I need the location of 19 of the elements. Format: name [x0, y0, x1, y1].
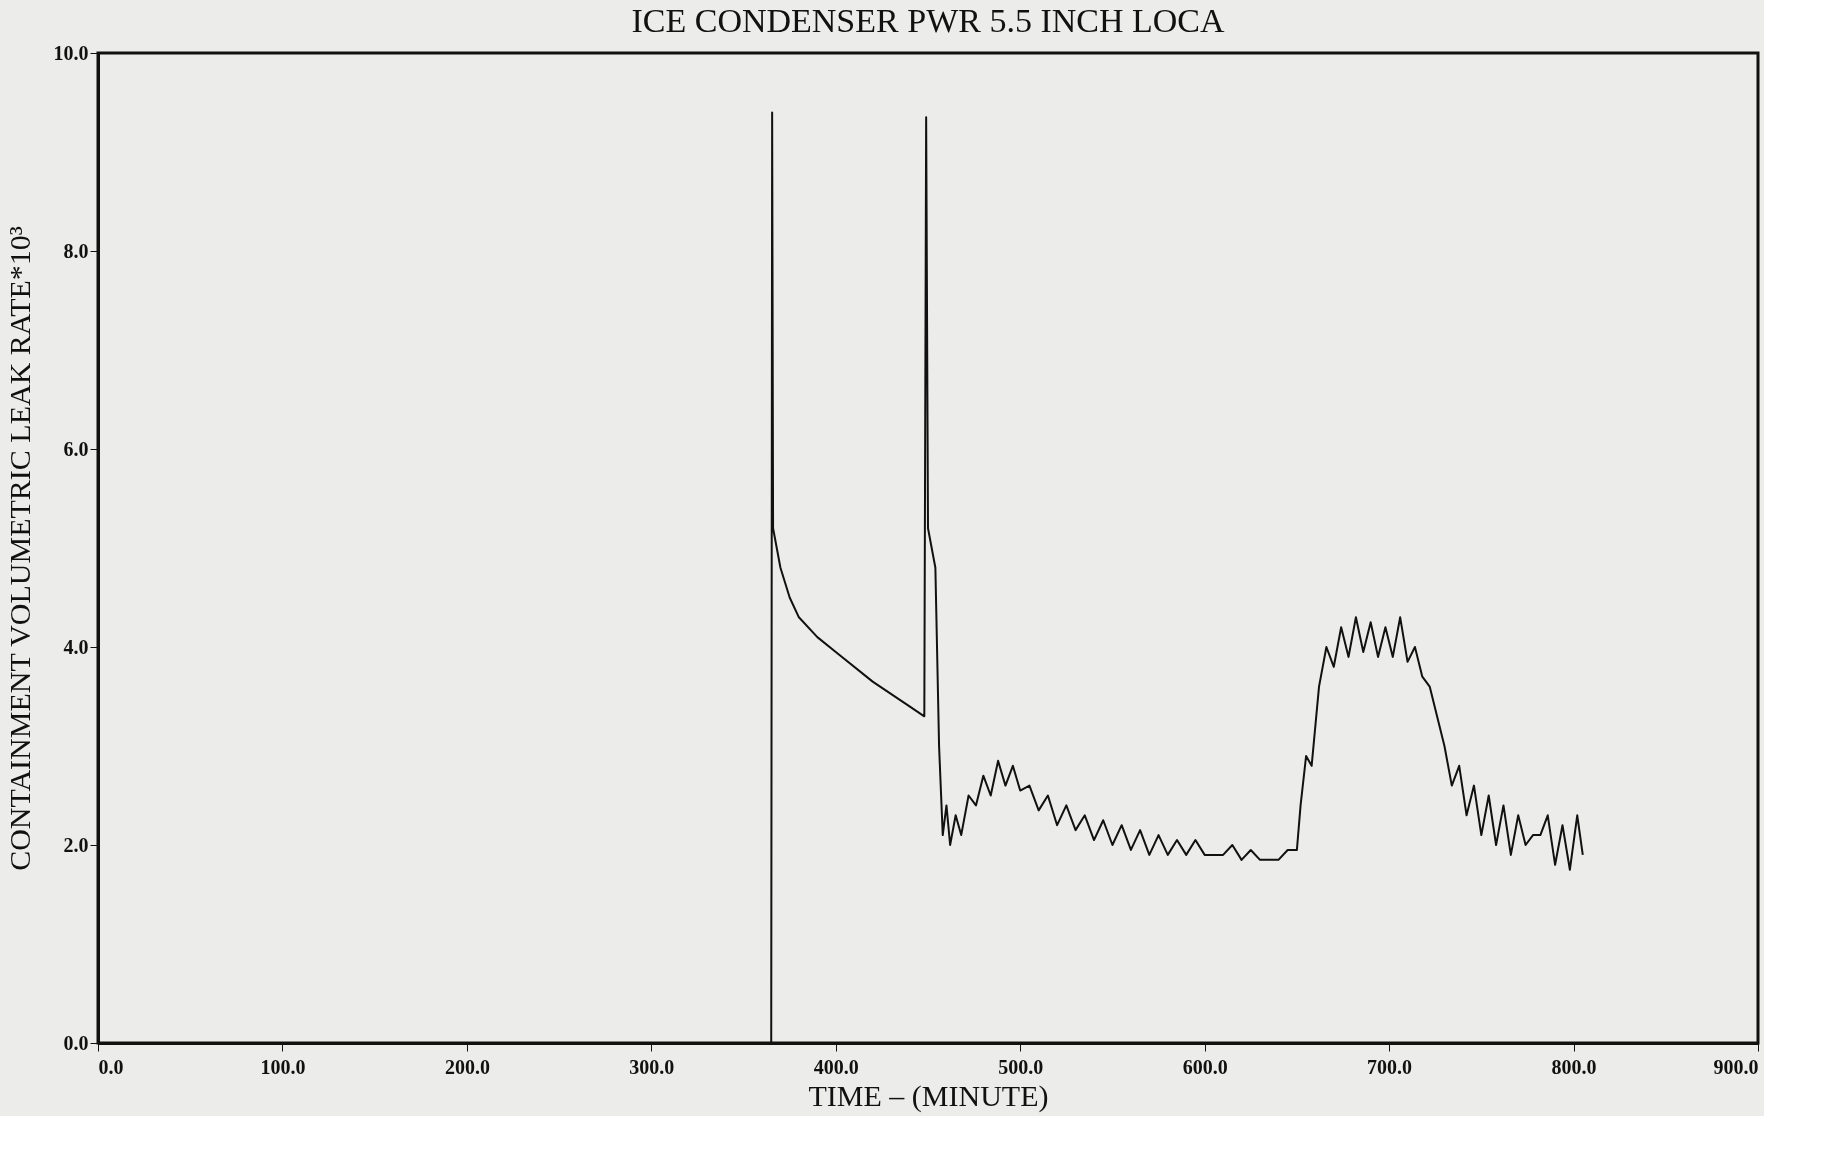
- x-tick-label: 500.0: [998, 1055, 1044, 1078]
- y-tick-label: 8.0: [63, 239, 89, 262]
- x-axis-title: TIME – (MINUTE): [808, 1078, 1049, 1113]
- y-axis-title: CONTAINMENT VOLUMETRIC LEAK RATE*10³: [2, 226, 36, 871]
- x-tick-label: 0.0: [98, 1055, 124, 1078]
- y-tick-label: 4.0: [63, 635, 89, 658]
- chart-title: ICE CONDENSER PWR 5.5 INCH LOCA: [631, 2, 1226, 39]
- x-tick-label: 900.0: [1713, 1055, 1759, 1078]
- x-tick-label: 200.0: [444, 1055, 490, 1078]
- x-tick-label: 400.0: [813, 1055, 859, 1078]
- y-tick-label: 0.0: [63, 1031, 89, 1054]
- y-tick-label: 10.0: [53, 41, 89, 64]
- y-tick-label: 6.0: [63, 437, 89, 460]
- x-tick-label: 600.0: [1182, 1055, 1228, 1078]
- x-tick-label: 800.0: [1551, 1055, 1597, 1078]
- y-tick-label: 2.0: [63, 833, 89, 856]
- x-tick-label: 300.0: [629, 1055, 675, 1078]
- x-tick-label: 700.0: [1367, 1055, 1413, 1078]
- x-tick-label: 100.0: [260, 1055, 306, 1078]
